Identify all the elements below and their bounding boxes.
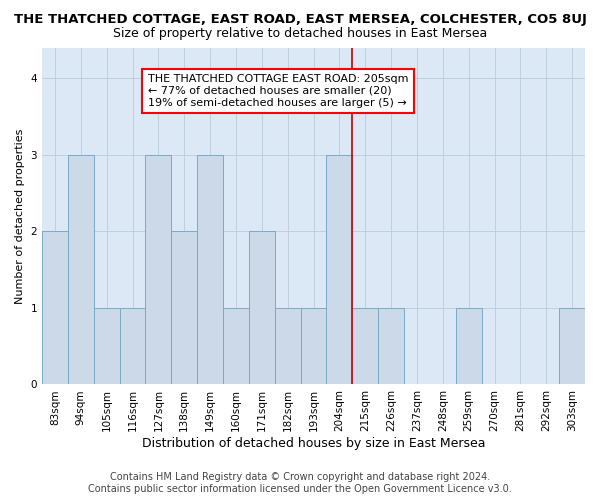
Bar (172, 232, 197, 384)
Bar (456, 308, 482, 384)
Bar (301, 308, 326, 384)
Bar (378, 308, 404, 384)
Y-axis label: Number of detached properties: Number of detached properties (15, 128, 25, 304)
Bar (68, 154, 94, 384)
Bar (94, 308, 119, 384)
Bar (223, 308, 249, 384)
Bar (145, 154, 172, 384)
Bar (249, 232, 275, 384)
Bar (197, 154, 223, 384)
Bar (42, 232, 68, 384)
Bar (326, 154, 352, 384)
X-axis label: Distribution of detached houses by size in East Mersea: Distribution of detached houses by size … (142, 437, 485, 450)
Text: Contains HM Land Registry data © Crown copyright and database right 2024.
Contai: Contains HM Land Registry data © Crown c… (88, 472, 512, 494)
Bar (119, 308, 145, 384)
Text: Size of property relative to detached houses in East Mersea: Size of property relative to detached ho… (113, 28, 487, 40)
Bar (352, 308, 378, 384)
Bar (559, 308, 585, 384)
Bar (275, 308, 301, 384)
Text: THE THATCHED COTTAGE, EAST ROAD, EAST MERSEA, COLCHESTER, CO5 8UJ: THE THATCHED COTTAGE, EAST ROAD, EAST ME… (14, 12, 586, 26)
Text: THE THATCHED COTTAGE EAST ROAD: 205sqm
← 77% of detached houses are smaller (20): THE THATCHED COTTAGE EAST ROAD: 205sqm ←… (148, 74, 409, 108)
